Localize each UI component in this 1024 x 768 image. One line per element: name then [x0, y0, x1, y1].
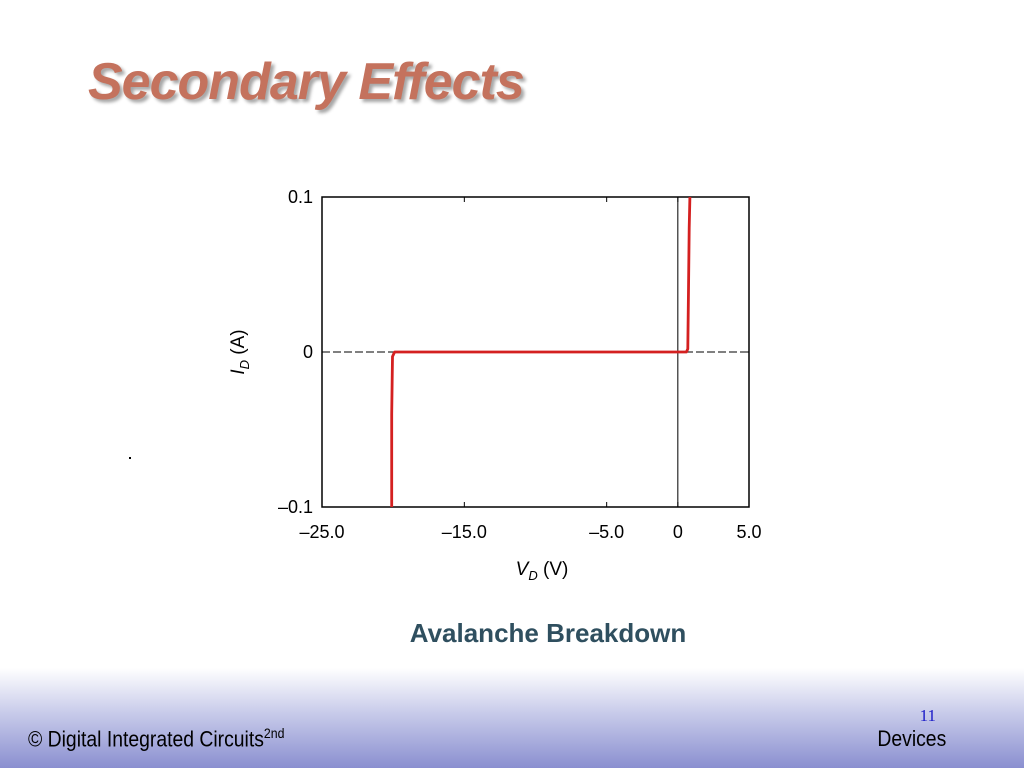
chart-caption: Avalanche Breakdown	[409, 618, 687, 648]
y-axis-label: ID (A)	[228, 329, 252, 374]
x-axis-label-main: V	[516, 559, 531, 580]
y-tick-label: –0.1	[278, 497, 313, 517]
y-axis-label-sub: D	[237, 360, 252, 369]
ticks-layer	[321, 196, 750, 508]
footer-copyright-text: © Digital Integrated Circuits	[28, 726, 264, 751]
slide-title: Secondary Effects	[88, 53, 525, 111]
y-axis-label-main: I	[228, 369, 249, 375]
y-axis-label-unit: (A)	[228, 329, 249, 360]
iv-curve-line	[390, 196, 692, 507]
x-tick-label: –15.0	[442, 522, 487, 542]
footer-copyright: © Digital Integrated Circuits2nd	[28, 725, 284, 752]
x-axis-label-sub: D	[528, 568, 537, 583]
labels-layer: –25.0 –15.0 –5.0 0 5.0 0.1 0 –0.1	[278, 187, 762, 542]
footer-section: Devices	[877, 726, 946, 751]
footer-bar: © Digital Integrated Circuits2nd 11 Devi…	[0, 668, 1024, 768]
x-tick-label: 5.0	[736, 522, 761, 542]
series-layer	[390, 196, 692, 507]
y-tick-label: 0	[303, 342, 313, 362]
page-number: 11	[919, 706, 936, 725]
x-tick-label: –25.0	[299, 522, 344, 542]
footer-edition: 2nd	[263, 724, 285, 741]
stray-dot	[129, 457, 131, 459]
x-tick-label: –5.0	[589, 522, 624, 542]
x-axis-label-unit: (V)	[538, 559, 569, 580]
x-axis-label: VD (V)	[516, 559, 569, 583]
x-tick-label: 0	[673, 522, 683, 542]
iv-chart: –25.0 –15.0 –5.0 0 5.00.10–0.1 VD (V) ID (A)	[228, 187, 762, 583]
y-tick-label: 0.1	[288, 187, 313, 207]
